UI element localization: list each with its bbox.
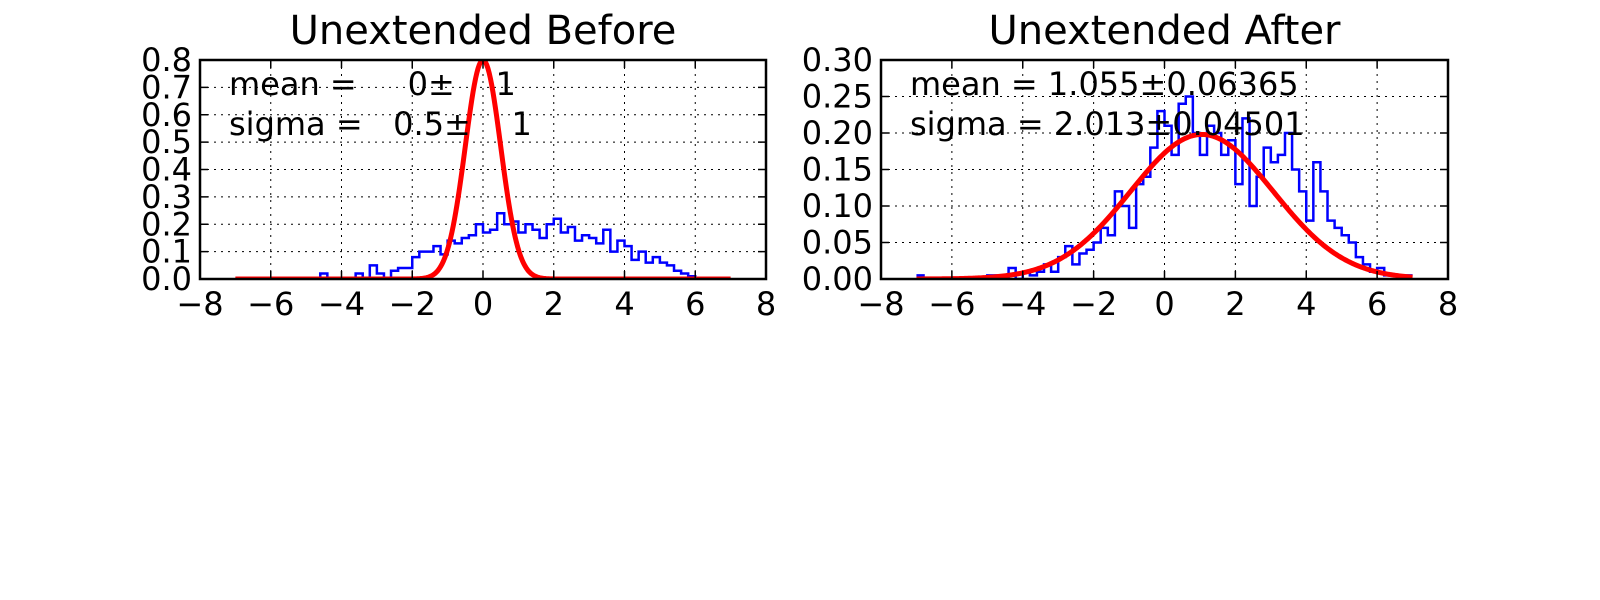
y-tick-label: 0.1: [141, 233, 192, 271]
y-tick-label: 0.4: [141, 151, 192, 189]
y-tick-label: 0.30: [802, 41, 873, 79]
fit-annotation: mean = 1.055±0.06365: [910, 65, 1299, 103]
x-tick-label: −4: [318, 285, 365, 323]
x-tick-label: 4: [1296, 285, 1316, 323]
fit-annotation: mean = 0± 1: [229, 65, 516, 103]
y-tick-label: 0.3: [141, 178, 192, 216]
x-tick-label: 2: [1225, 285, 1245, 323]
chart-title: Unextended After: [988, 8, 1341, 54]
x-tick-label: −8: [857, 285, 904, 323]
y-tick-label: 0.25: [802, 78, 873, 116]
y-tick-label: 0.7: [141, 68, 192, 106]
plot-area: [915, 95, 1414, 279]
y-tick-label: 0.05: [802, 224, 873, 262]
x-tick-label: 0: [473, 285, 493, 323]
y-tick-label: 0.00: [802, 260, 873, 298]
x-tick-label: 6: [1367, 285, 1387, 323]
gaussian-fit-curve: [915, 131, 1414, 279]
x-tick-label: −6: [247, 285, 294, 323]
plot-area: [234, 60, 732, 279]
y-tick-label: 0.10: [802, 187, 873, 225]
x-tick-label: −6: [928, 285, 975, 323]
x-tick-label: 8: [1438, 285, 1458, 323]
x-tick-label: 2: [544, 285, 564, 323]
x-tick-label: −4: [999, 285, 1046, 323]
y-tick-label: 0.2: [141, 205, 192, 243]
x-tick-label: −2: [1070, 285, 1117, 323]
histogram-series: [235, 212, 731, 279]
chart-panel-unextended-after: −8 −6 −4 −2 0 2 4 6 8 0.000.050.100.150.200.250.3…: [802, 8, 1458, 323]
y-tick-label: 0.8: [141, 41, 192, 79]
y-tick-label: 0.6: [141, 96, 192, 134]
x-tick-label: 4: [614, 285, 634, 323]
y-tick-label: 0.15: [802, 151, 873, 189]
x-tick-label: 8: [756, 285, 776, 323]
x-tick-label: 6: [685, 285, 705, 323]
y-tick-label: 0.0: [141, 260, 192, 298]
chart-panel-unextended-before: −8 −6 −4 −2 0 2 4 6 8 0.00.10.20.30.40.50.60.70.8…: [141, 8, 776, 323]
fit-annotation: sigma = 0.5± 1: [229, 105, 532, 143]
x-tick-label: 0: [1154, 285, 1174, 323]
chart-title: Unextended Before: [290, 8, 677, 54]
x-tick-label: −8: [176, 285, 223, 323]
x-tick-label: −2: [389, 285, 436, 323]
y-tick-label: 0.20: [802, 114, 873, 152]
fit-annotation: sigma = 2.013±0.04501: [910, 105, 1305, 143]
y-tick-label: 0.5: [141, 123, 192, 161]
